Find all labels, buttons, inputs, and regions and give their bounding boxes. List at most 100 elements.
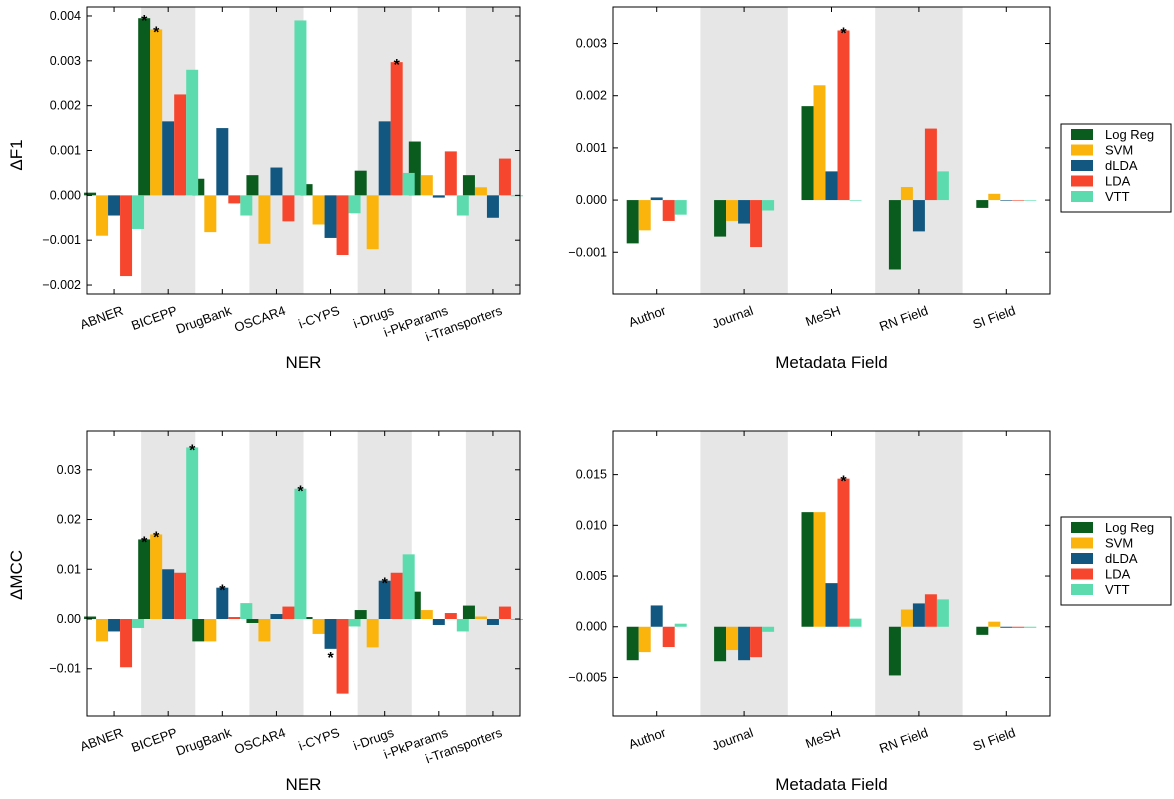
bar-lda-bicepp [174, 94, 187, 196]
x-axis-label: NER [286, 775, 322, 794]
bar-lda-si field [1012, 626, 1025, 628]
bar-svm-drugbank [204, 619, 217, 642]
bar-log-reg-oscar4 [246, 619, 259, 623]
significance-marker: * [141, 534, 148, 551]
ytick-label: −0.001 [568, 245, 607, 259]
xtick-label: MeSH [803, 725, 842, 751]
bar-log-reg-journal [714, 200, 727, 237]
bar-log-reg-author [626, 626, 639, 661]
chart-panel-3: * * * * * * * −0.01 0.00 0.01 0.02 0.03 ABNER BICEPPD… [7, 430, 523, 794]
bar-lda-journal [750, 200, 763, 248]
shaded-band [875, 7, 963, 294]
bar-dlda-si field [1000, 200, 1013, 201]
bar-dlda-drugbank [216, 587, 229, 620]
plot-frame [86, 430, 521, 717]
significance-marker: * [153, 24, 160, 41]
bar-log-reg-drugbank [192, 619, 205, 642]
bar-dlda-abner [108, 195, 121, 216]
bar-log-reg-i-drugs [354, 610, 367, 620]
bar-svm-abner [96, 619, 109, 642]
significance-marker: * [840, 25, 847, 42]
bar-svm-i-transporters [474, 616, 487, 620]
bar-dlda-oscar4 [270, 167, 283, 196]
bar-svm-oscar4 [258, 619, 271, 642]
bar-log-reg-si field [976, 626, 989, 635]
plot-frame [612, 430, 1051, 717]
legend-entry: Log Reg [1105, 127, 1154, 142]
chart-panel-4: * −0.005 0.000 0.005 0.010 0.015 Author Journal… [568, 430, 1051, 794]
ytick-label: 0.015 [576, 468, 607, 482]
bar-vtt-mesh [849, 200, 862, 201]
xtick-label: Author [627, 302, 669, 329]
shaded-band [465, 431, 520, 716]
bar-vtt-i-cyps [348, 619, 361, 627]
significance-marker: * [297, 484, 304, 501]
bar-dlda-journal [738, 626, 751, 661]
shaded-band [700, 7, 788, 294]
xtick-label: MeSH [803, 303, 842, 329]
ytick-label: 0.00 [57, 612, 81, 626]
legend-entry: VTT [1105, 189, 1130, 204]
ytick-label: 0.010 [576, 518, 607, 532]
legend-entry: dLDA [1105, 551, 1138, 566]
bar-svm-oscar4 [258, 195, 271, 244]
legend-entry: SVM [1105, 536, 1133, 551]
ytick-label: 0.000 [576, 193, 607, 207]
bar-dlda-author [650, 605, 663, 627]
bar-lda-i-pkparams [444, 613, 457, 620]
bar-lda-i-cyps [336, 195, 349, 255]
bar-vtt-si field [1024, 626, 1037, 628]
bar-svm-author [638, 626, 651, 653]
legend-swatch [1071, 160, 1093, 171]
bar-svm-si field [988, 621, 1001, 627]
bar-lda-bicepp [174, 572, 187, 620]
ytick-label: 0.03 [57, 463, 81, 477]
xtick-label: SI Field [971, 303, 1018, 332]
bar-svm-bicepp [150, 534, 163, 620]
bar-svm-author [638, 200, 651, 231]
bar-svm-i-drugs [366, 195, 379, 250]
legend-entry: dLDA [1105, 158, 1138, 173]
bar-dlda-i-pkparams [432, 619, 445, 625]
ytick-label: 0.003 [576, 37, 607, 51]
bar-svm-i-pkparams [420, 610, 433, 620]
ytick-label: 0.005 [576, 569, 607, 583]
ytick-label: 0.001 [50, 144, 81, 158]
bar-dlda-si field [1000, 626, 1013, 628]
xtick-label: Journal [710, 303, 755, 332]
bar-vtt-i-cyps [348, 195, 361, 214]
xtick-label: OSCAR4 [232, 303, 287, 335]
bar-log-reg-oscar4 [246, 175, 259, 196]
bar-vtt-drugbank [240, 603, 253, 620]
legend-swatch [1071, 191, 1093, 202]
bar-dlda-rn field [912, 200, 925, 232]
bar-dlda-i-cyps [324, 195, 337, 238]
bar-lda-abner [120, 195, 133, 277]
y-axis-label: ΔMCC [7, 550, 26, 600]
bar-dlda-drugbank [216, 128, 229, 196]
bar-svm-i-cyps [312, 619, 325, 634]
xtick-label: SI Field [971, 725, 1018, 754]
ytick-label: 0.001 [576, 141, 607, 155]
significance-marker: * [141, 13, 148, 30]
xtick-label: DrugBank [174, 725, 234, 759]
bar-dlda-abner [108, 619, 121, 632]
bar-svm-abner [96, 195, 109, 236]
bar-lda-i-cyps [336, 619, 349, 694]
legend-swatch [1071, 553, 1093, 564]
bar-svm-si field [988, 193, 1001, 201]
legend-entry: SVM [1105, 143, 1133, 158]
bar-log-reg-i-cyps [300, 184, 313, 196]
bar-vtt-journal [762, 626, 775, 632]
bar-dlda-bicepp [162, 121, 175, 196]
bar-lda-abner [120, 619, 133, 668]
bar-dlda-i-transporters [486, 619, 499, 625]
bar-vtt-bicepp [186, 447, 199, 620]
legend-swatch [1071, 522, 1093, 533]
bar-vtt-drugbank [240, 195, 253, 216]
ytick-label: 0.002 [576, 89, 607, 103]
legend-swatch [1071, 568, 1093, 580]
xtick-label: RN Field [877, 303, 930, 334]
bar-lda-oscar4 [282, 606, 295, 620]
bar-lda-rn field [924, 594, 937, 627]
